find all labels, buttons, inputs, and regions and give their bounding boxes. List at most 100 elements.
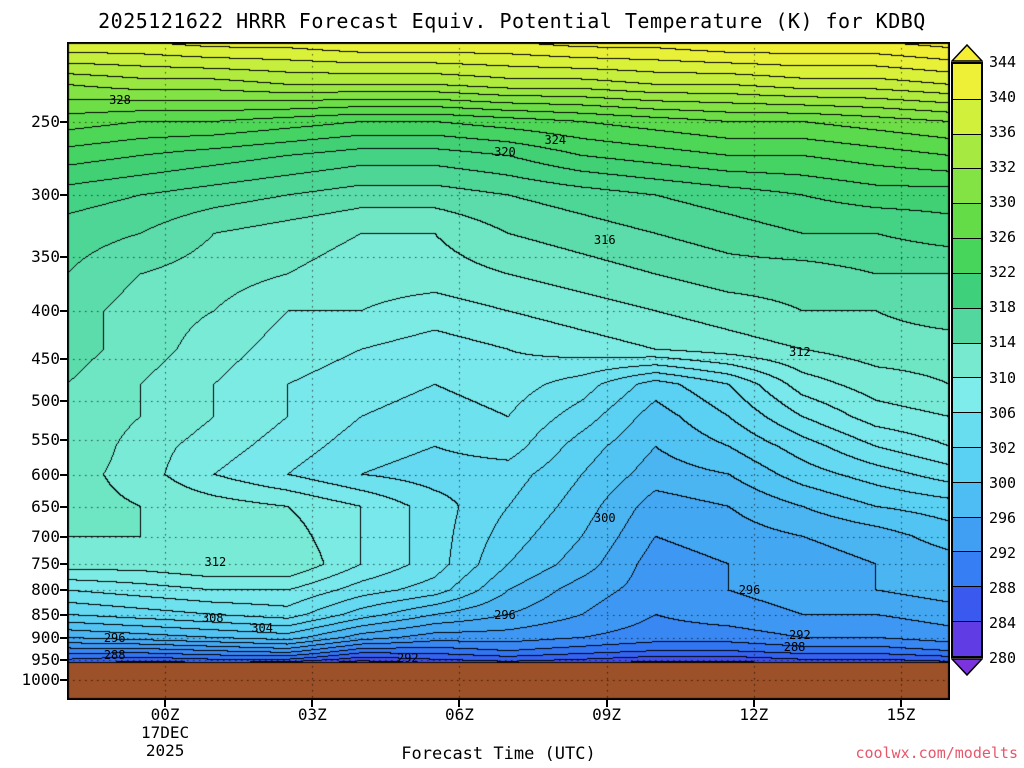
contour-label: 292 <box>789 627 811 642</box>
contour-label: 296 <box>103 631 126 646</box>
contour-label: 320 <box>494 144 516 159</box>
x-axis-tick-label: 00Z <box>150 705 180 724</box>
y-axis-tick-label: 450 <box>31 348 60 368</box>
x-axis-tick-mark <box>752 700 755 707</box>
colorbar-segment <box>953 342 981 378</box>
contour-label: 288 <box>103 648 126 663</box>
y-axis-tick-mark <box>60 535 67 538</box>
x-axis-tick-label: 15Z <box>886 705 916 724</box>
colorbar-bottom-arrow-icon <box>951 658 983 676</box>
x-axis-tick-label: 03Z <box>297 705 327 724</box>
colorbar-segment <box>953 203 981 239</box>
colorbar-tick-label: 314 <box>989 333 1017 352</box>
colorbar-tick-label: 300 <box>989 473 1017 492</box>
colorbar-segment <box>953 98 981 134</box>
y-axis-tick-mark <box>60 400 67 403</box>
colorbar-tick-label: 306 <box>989 403 1017 422</box>
colorbar-segment <box>953 412 981 447</box>
y-axis-tick-label: 400 <box>31 301 60 321</box>
y-axis-tick-mark <box>60 563 67 566</box>
contour-plot-area <box>67 42 950 700</box>
contour-label: 316 <box>593 233 616 248</box>
y-axis-tick-label: 500 <box>31 391 60 411</box>
colorbar-top-arrow-icon <box>951 44 983 62</box>
contour-label: 324 <box>544 133 567 148</box>
contour-label: 296 <box>494 608 516 623</box>
colorbar-tick-label: 330 <box>989 193 1017 212</box>
x-axis-title: Forecast Time (UTC) <box>401 744 596 764</box>
contour-label: 300 <box>593 510 616 525</box>
y-axis-tick-label: 750 <box>31 554 60 574</box>
contour-label: 296 <box>738 583 761 598</box>
colorbar-tick-label: 340 <box>989 88 1017 107</box>
x-axis-tick-mark <box>899 700 902 707</box>
x-axis-tick-label: 06Z <box>444 705 474 724</box>
colorbar-segment <box>953 586 981 621</box>
colorbar-tick-label: 318 <box>989 298 1017 317</box>
colorbar-tick-label: 310 <box>989 368 1017 387</box>
colorbar-tick-label: 288 <box>989 578 1017 597</box>
theta-e-field-canvas <box>67 42 950 700</box>
y-axis-tick-mark <box>60 120 67 123</box>
colorbar-segment <box>953 307 981 343</box>
y-axis-tick-label: 250 <box>31 111 60 131</box>
colorbar-tick-label: 322 <box>989 263 1017 282</box>
y-axis-tick-label: 650 <box>31 496 60 516</box>
y-axis-tick-label: 850 <box>31 604 60 624</box>
x-axis-tick-label: 12Z <box>739 705 769 724</box>
x-axis-tick-label: 09Z <box>592 705 622 724</box>
y-axis-tick-mark <box>60 357 67 360</box>
y-axis-tick-mark <box>60 505 67 508</box>
colorbar-segment <box>953 551 981 587</box>
y-axis-tick-label: 950 <box>31 649 60 669</box>
y-axis-tick-mark <box>60 636 67 639</box>
colorbar-segment <box>953 516 981 552</box>
colorbar-tick-label: 284 <box>989 613 1017 632</box>
y-axis-tick-label: 1000 <box>21 670 60 690</box>
y-axis-tick-mark <box>60 589 67 592</box>
contour-label: 304 <box>251 621 273 636</box>
y-axis-tick-label: 350 <box>31 247 60 267</box>
y-axis-tick-mark <box>60 310 67 313</box>
contour-label: 312 <box>789 344 811 359</box>
contour-label: 308 <box>201 610 224 625</box>
contour-label: 288 <box>783 640 806 655</box>
y-axis-tick-label: 800 <box>31 580 60 600</box>
x-axis-date-label: 17DEC <box>141 723 190 742</box>
contour-label: 328 <box>109 92 131 107</box>
y-axis-tick-mark <box>60 613 67 616</box>
y-axis-tick-mark <box>60 473 67 476</box>
contour-label: 312 <box>204 554 227 569</box>
y-axis-tick-label: 600 <box>31 464 60 484</box>
colorbar-tick-label: 302 <box>989 438 1017 457</box>
colorbar-segment <box>953 272 981 308</box>
colorbar-tick-label: 280 <box>989 649 1017 667</box>
x-axis-tick-mark <box>458 700 461 707</box>
colorbar-segment <box>953 64 981 99</box>
colorbar-segment <box>953 377 981 413</box>
x-axis-tick-mark <box>311 700 314 707</box>
y-axis-tick-label: 900 <box>31 627 60 647</box>
colorbar-tick-label: 332 <box>989 158 1017 177</box>
colorbar-segment <box>953 621 981 656</box>
colorbar-segment <box>953 133 981 169</box>
contour-label: 292 <box>396 650 419 665</box>
x-axis-tick-mark <box>164 700 167 707</box>
y-axis-tick-mark <box>60 658 67 661</box>
x-axis-tick-mark <box>605 700 608 707</box>
colorbar-tick-label: 336 <box>989 123 1017 142</box>
y-axis-tick-label: 700 <box>31 526 60 546</box>
colorbar-segment <box>953 168 981 204</box>
watermark-link[interactable]: coolwx.com/modelts <box>855 744 1018 762</box>
y-axis-tick-mark <box>60 256 67 259</box>
x-axis-date-label: 2025 <box>145 741 185 760</box>
y-axis-tick-label: 300 <box>31 185 60 205</box>
y-axis-tick-mark <box>60 194 67 197</box>
y-axis-tick-label: 550 <box>31 429 60 449</box>
colorbar-tick-label: 344 <box>989 53 1017 71</box>
colorbar-tick-label: 292 <box>989 543 1017 562</box>
colorbar-segment <box>953 238 981 273</box>
colorbar-segment <box>953 446 981 482</box>
colorbar-tick-label: 296 <box>989 508 1017 527</box>
